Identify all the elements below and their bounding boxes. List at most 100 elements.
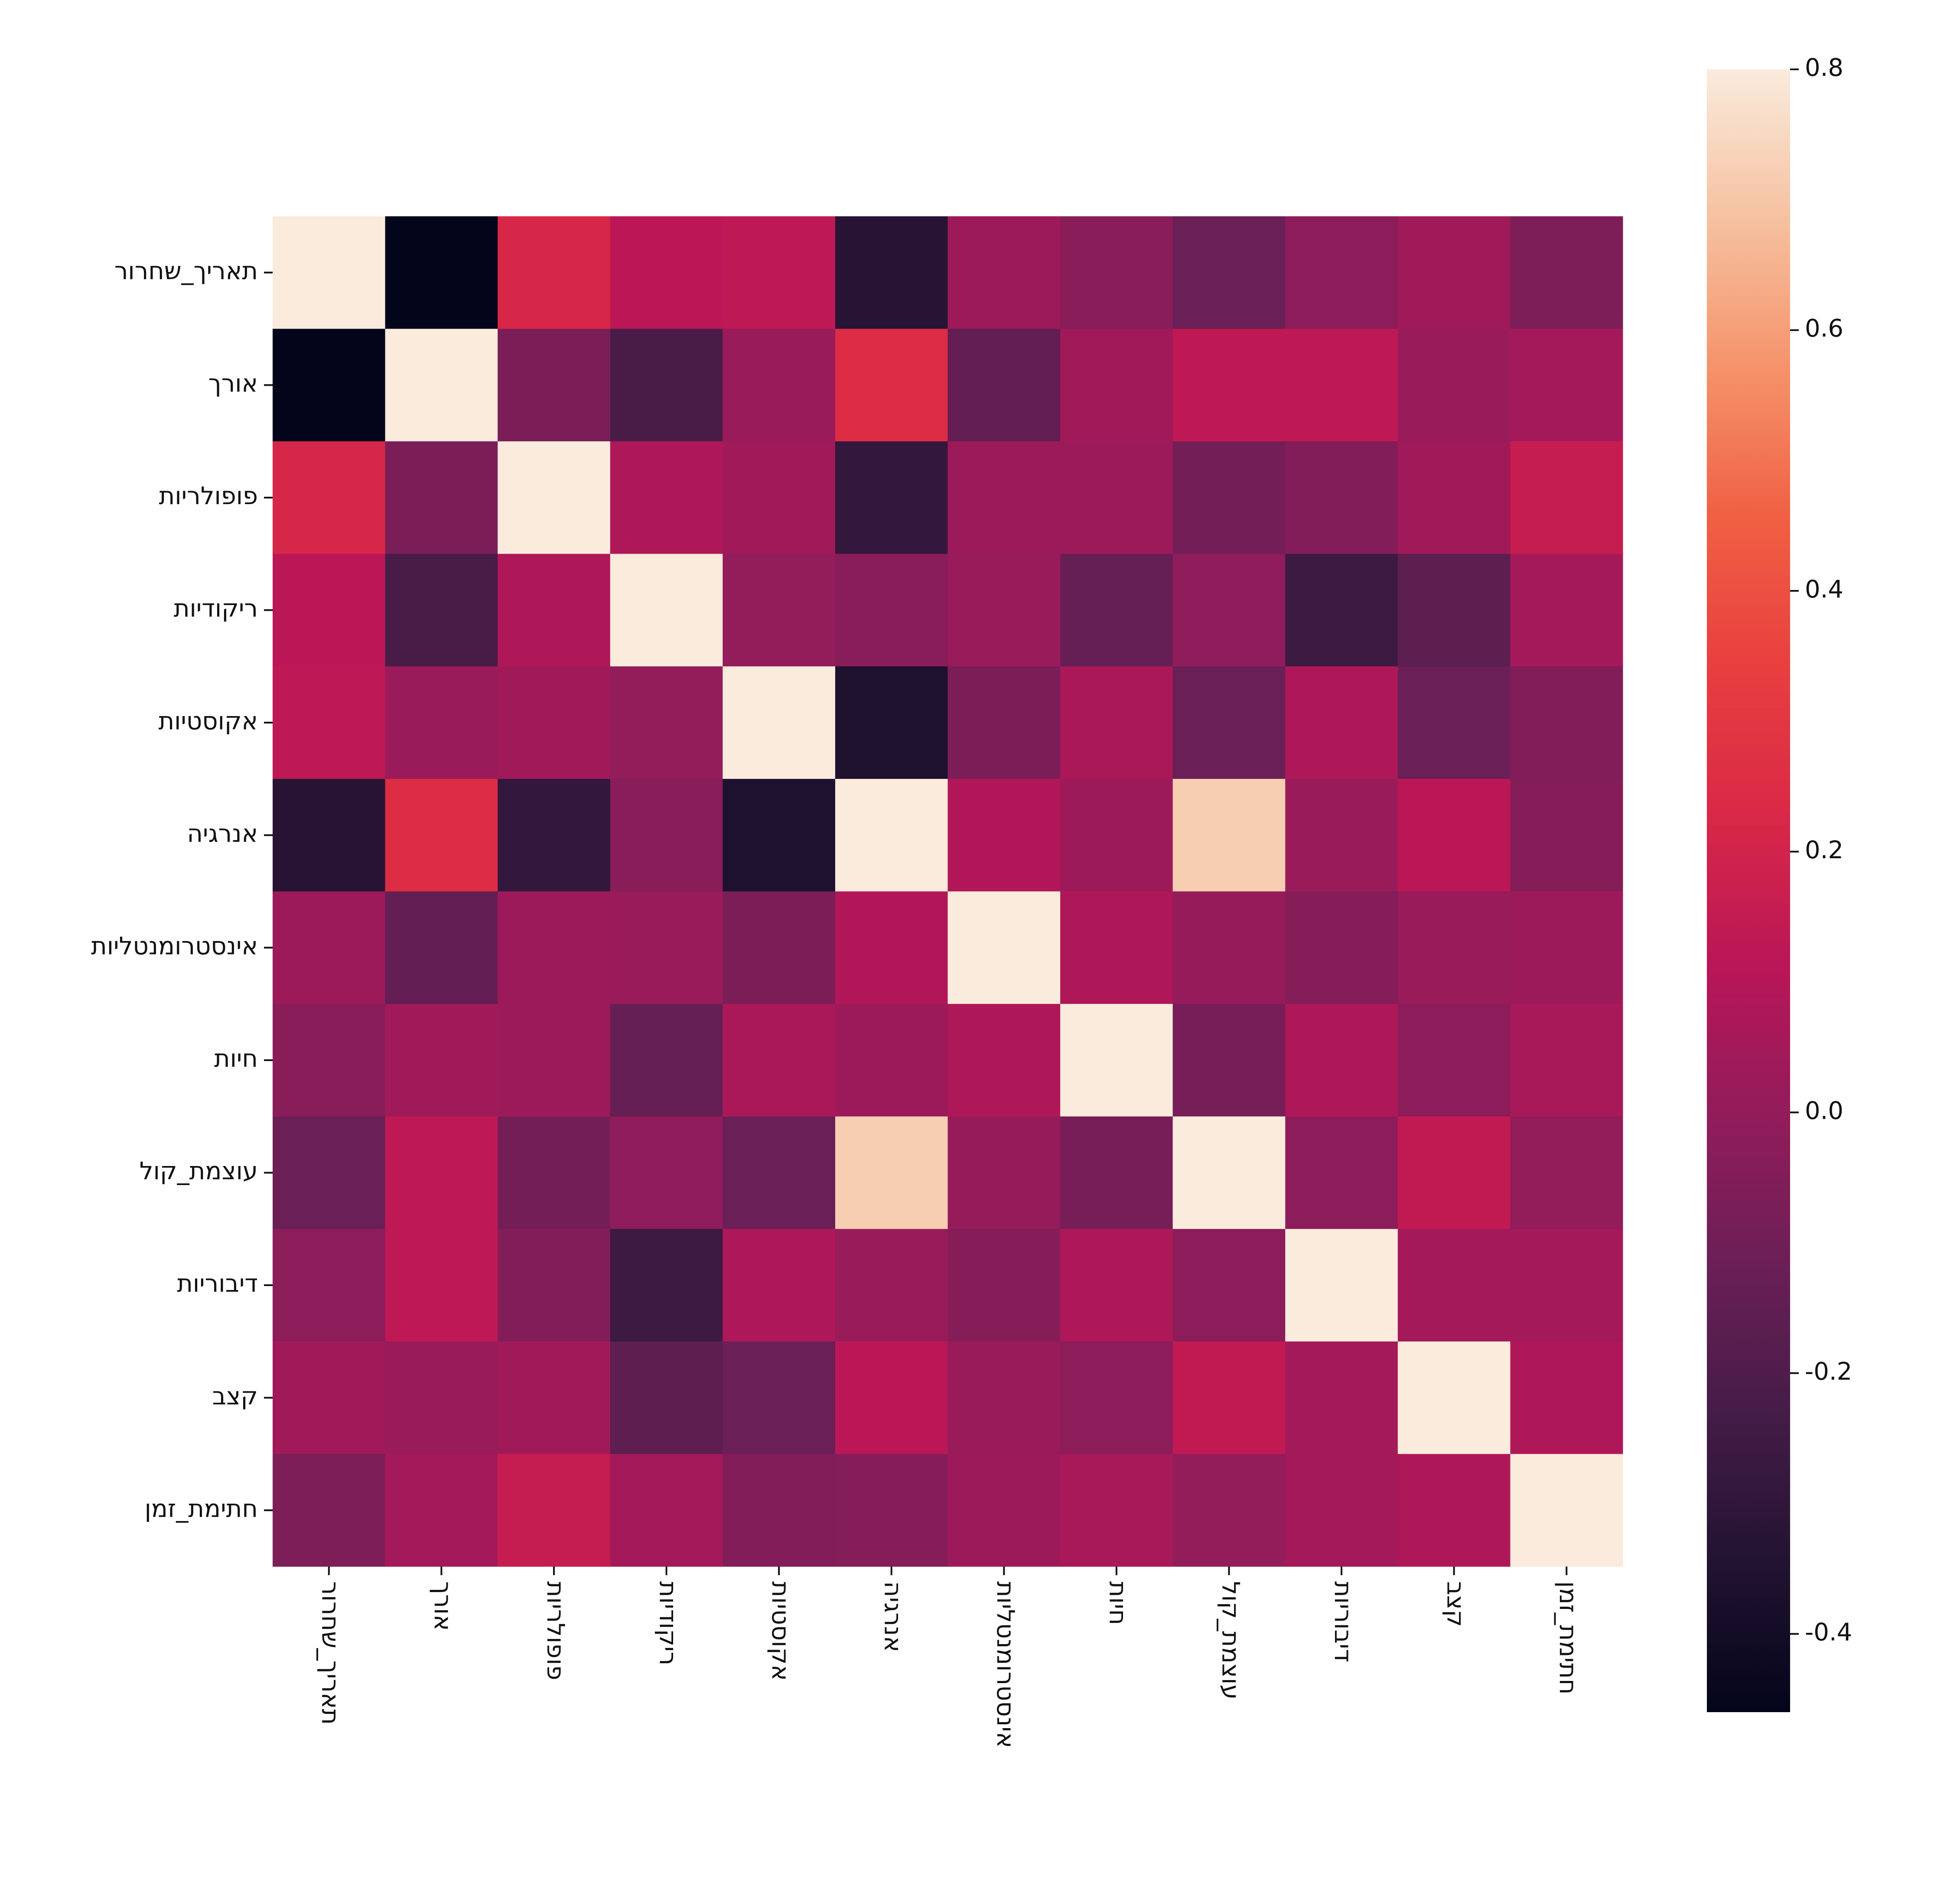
y-tick-label: תוידוקיר [174, 595, 258, 623]
y-tick-label: תוילטנמורטסניא [91, 932, 258, 960]
heatmap-cell [1172, 216, 1286, 329]
heatmap-cell [1397, 778, 1511, 892]
heatmap-cell [1285, 329, 1398, 442]
heatmap-cell [610, 1229, 723, 1342]
heatmap-cell [1172, 554, 1286, 667]
x-tick-label: ךרוא [429, 1581, 457, 1631]
heatmap-cell [1060, 1229, 1173, 1342]
heatmap-cell [273, 666, 386, 779]
heatmap-cell [1172, 329, 1286, 442]
heatmap-cell [947, 329, 1061, 442]
y-tick-label: היגרנא [187, 820, 258, 848]
heatmap-cell [723, 1004, 836, 1117]
heatmap-cell [1285, 441, 1398, 554]
heatmap-cell [273, 1341, 386, 1454]
heatmap-cell [1397, 1454, 1511, 1567]
heatmap-cell [1172, 1116, 1286, 1229]
heatmap-cell [1172, 1341, 1286, 1454]
heatmap-cell [273, 1116, 386, 1229]
heatmap-cell [947, 666, 1061, 779]
heatmap-cell [1285, 1454, 1398, 1567]
heatmap-cell [498, 1116, 611, 1229]
heatmap-cell [273, 554, 386, 667]
heatmap-cell [947, 1229, 1061, 1342]
heatmap-cell [273, 216, 386, 329]
heatmap-cell [835, 891, 948, 1004]
heatmap-cell [1397, 441, 1511, 554]
heatmap-cell [1397, 216, 1511, 329]
heatmap-cell [1285, 778, 1398, 892]
heatmap-cell [835, 216, 948, 329]
heatmap-cell [1172, 891, 1286, 1004]
heatmap-cell [1285, 1004, 1398, 1117]
y-tick-label: בצק [212, 1382, 258, 1410]
y-tick-label: לוק_תמצוע [140, 1157, 258, 1186]
heatmap-cell [1397, 1229, 1511, 1342]
heatmap-cell [498, 329, 611, 442]
colorbar-tick-label: 0.0 [1805, 1097, 1843, 1125]
y-tick-label: תוירוביד [177, 1270, 258, 1298]
heatmap-cell [610, 329, 723, 442]
heatmap-cell [1510, 1116, 1623, 1229]
heatmap-cell [1060, 1454, 1173, 1567]
heatmap-cell [1285, 891, 1398, 1004]
heatmap-cell [835, 329, 948, 442]
heatmap-cell [723, 1229, 836, 1342]
heatmap-cell [1060, 441, 1173, 554]
heatmap-cell [1285, 1341, 1398, 1454]
colorbar-tick-label: 0.4 [1805, 575, 1843, 603]
y-tick-label: רורחש_ךיראת [114, 257, 258, 285]
heatmap-cell [1510, 778, 1623, 892]
heatmap-cell [385, 1004, 498, 1117]
colorbar-tick-label: 0.8 [1805, 54, 1843, 82]
heatmap-cell [835, 1454, 948, 1567]
heatmap-cell [835, 1116, 948, 1229]
heatmap-cell [1285, 216, 1398, 329]
heatmap-cell [498, 554, 611, 667]
heatmap-cell [610, 554, 723, 667]
heatmap-cell [1510, 554, 1623, 667]
y-tick-label: תויטסוקא [158, 707, 258, 735]
heatmap-cell [1285, 1229, 1398, 1342]
heatmap-cell [273, 1004, 386, 1117]
heatmap-cell [947, 554, 1061, 667]
heatmap-cell [1397, 666, 1511, 779]
heatmap-cell [498, 216, 611, 329]
heatmap-cell [835, 441, 948, 554]
heatmap-cell [1285, 666, 1398, 779]
heatmap-cell [385, 554, 498, 667]
heatmap-cell [1060, 1116, 1173, 1229]
heatmap-cell [723, 216, 836, 329]
heatmap-cell [1397, 1004, 1511, 1117]
y-tick-label: ךרוא [208, 370, 258, 398]
colorbar [1707, 69, 1790, 1712]
colorbar-tick-label: -0.2 [1805, 1358, 1852, 1386]
y-tick-label: ןמז_תמיתח [145, 1495, 258, 1523]
heatmap-cell [385, 778, 498, 892]
heatmap-cell [1510, 1229, 1623, 1342]
heatmap-cell [498, 1454, 611, 1567]
heatmap-cell [610, 441, 723, 554]
heatmap-cell [498, 1229, 611, 1342]
heatmap-cell [498, 1004, 611, 1117]
colorbar-tick-label: 0.6 [1805, 315, 1843, 343]
heatmap-cell [947, 1454, 1061, 1567]
x-tick-label: תויח [1104, 1581, 1132, 1625]
x-tick-label: תוירלופופ [541, 1581, 570, 1680]
heatmap-cell [723, 1116, 836, 1229]
heatmap-cell [385, 329, 498, 442]
heatmap-cell [835, 554, 948, 667]
heatmap-cell [1510, 1341, 1623, 1454]
y-tick-label: תויח [214, 1045, 258, 1073]
x-tick-label: היגרנא [879, 1581, 907, 1652]
heatmap-cell [610, 1116, 723, 1229]
heatmap-cell [273, 891, 386, 1004]
heatmap-cell [1397, 1341, 1511, 1454]
heatmap-cell [1510, 329, 1623, 442]
heatmap-cell [498, 778, 611, 892]
heatmap-cell [610, 1454, 723, 1567]
heatmap-cell [1510, 666, 1623, 779]
heatmap-cell [1510, 441, 1623, 554]
heatmap-cell [385, 1116, 498, 1229]
heatmap-cell [273, 1454, 386, 1567]
